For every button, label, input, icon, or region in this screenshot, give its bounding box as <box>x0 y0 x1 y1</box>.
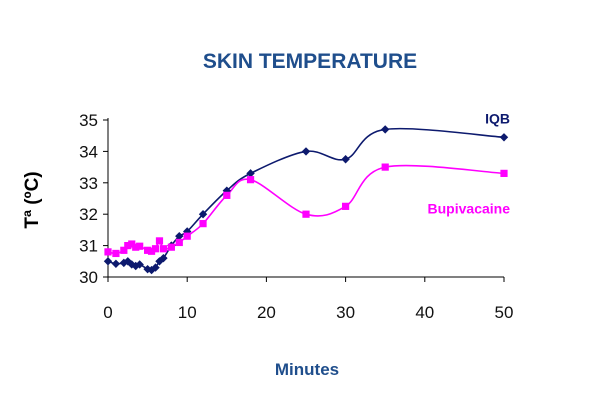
data-point-bupivacaine <box>155 237 164 245</box>
x-tick-label: 40 <box>415 303 434 322</box>
series-labels: IQB Bupivacaine <box>428 110 511 216</box>
series-label-iqb: IQB <box>485 110 510 126</box>
data-point-iqb <box>159 253 168 263</box>
data-point-iqb <box>341 155 350 164</box>
data-point-iqb <box>175 231 184 241</box>
x-tick-label: 0 <box>103 303 112 322</box>
x-tick-label: 10 <box>178 303 197 322</box>
data-point-bupivacaine <box>342 202 350 210</box>
series-label-bupivacaine: Bupivacaine <box>428 200 511 216</box>
y-tick-label: 34 <box>79 142 98 161</box>
x-tick-label: 50 <box>495 303 514 322</box>
data-point-bupivacaine <box>120 246 128 254</box>
y-axis-title: Tª (ºC) <box>22 171 43 228</box>
data-point-bupivacaine <box>183 232 191 240</box>
y-tick-label: 35 <box>79 111 98 130</box>
x-tick-label: 20 <box>257 303 276 322</box>
data-point-bupivacaine <box>151 245 160 253</box>
y-tick-label: 31 <box>79 237 98 256</box>
data-point-bupivacaine <box>175 238 183 247</box>
data-point-bupivacaine <box>112 249 120 258</box>
data-point-iqb <box>499 133 509 142</box>
data-point-bupivacaine <box>136 242 144 250</box>
data-point-iqb <box>111 259 121 269</box>
x-tick-label: 30 <box>336 303 355 322</box>
series-markers <box>103 125 509 275</box>
data-point-bupivacaine <box>132 243 140 251</box>
data-point-bupivacaine <box>381 163 389 171</box>
data-point-bupivacaine <box>147 247 156 255</box>
data-point-iqb <box>131 261 140 271</box>
data-point-bupivacaine <box>199 220 207 228</box>
data-point-iqb <box>103 257 113 266</box>
y-tick-label: 32 <box>79 205 98 224</box>
data-point-iqb <box>301 147 311 156</box>
data-point-bupivacaine <box>167 243 175 251</box>
data-point-iqb <box>246 169 255 178</box>
data-point-bupivacaine <box>104 248 112 256</box>
data-point-bupivacaine <box>144 246 152 254</box>
x-axis-title: Minutes <box>275 360 339 379</box>
data-point-bupivacaine <box>124 242 132 250</box>
data-point-bupivacaine <box>500 169 508 177</box>
y-tick-label: 33 <box>79 174 98 193</box>
data-point-bupivacaine <box>223 191 231 199</box>
data-point-iqb <box>151 263 160 272</box>
chart-title: SKIN TEMPERATURE <box>203 50 417 73</box>
data-point-bupivacaine <box>128 240 136 248</box>
tick-labels: 30 31 32 33 34 35 0 10 20 30 40 50 <box>79 111 513 322</box>
y-tick-label: 30 <box>79 268 98 287</box>
data-point-iqb <box>198 210 208 219</box>
data-point-iqb <box>135 260 144 269</box>
data-point-bupivacaine <box>302 210 310 218</box>
data-point-bupivacaine <box>246 176 255 184</box>
data-point-iqb <box>147 265 156 275</box>
data-point-bupivacaine <box>159 245 168 253</box>
data-point-iqb <box>381 125 390 134</box>
